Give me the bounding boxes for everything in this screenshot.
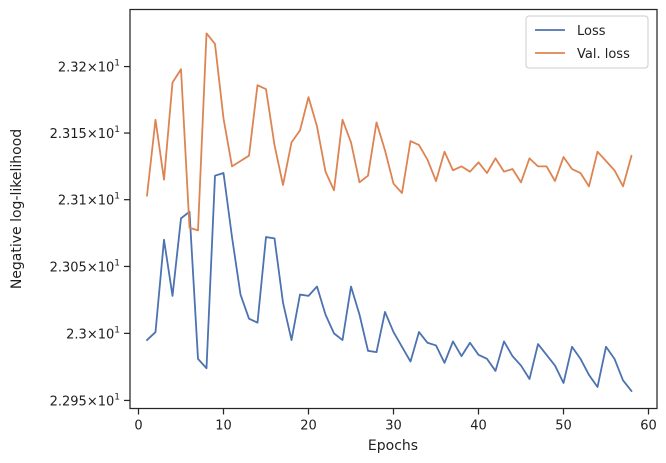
- x-axis-ticks: 0 10 20 30 40 50 60: [134, 408, 657, 434]
- y-tick-exponent: 1: [114, 125, 120, 135]
- axes-frame: [129, 8, 658, 410]
- y-tick-mantissa: 2.305: [50, 260, 87, 275]
- y-tick-label: 2.31×101: [58, 192, 120, 209]
- y-tick-base: 10: [98, 327, 115, 342]
- x-tick-label: 20: [300, 419, 317, 434]
- x-tick-label: 40: [470, 419, 487, 434]
- x-tick-label: 0: [134, 419, 142, 434]
- y-tick-times: ×: [87, 127, 98, 142]
- x-tick-label: 50: [555, 419, 572, 434]
- legend-label-val-loss: Val. loss: [577, 47, 630, 62]
- y-tick-exponent: 1: [114, 192, 120, 202]
- series-layer: [146, 32, 633, 392]
- y-tick-times: ×: [87, 61, 98, 76]
- plot-area: 0 10 20 30 40 50 60 2.295×1012.3×1012.305×1012…: [50, 8, 658, 434]
- y-tick-mantissa: 2.32: [58, 61, 87, 76]
- series-line-val-loss: [146, 32, 633, 232]
- y-tick-base: 10: [98, 260, 115, 275]
- x-axis-label: Epochs: [368, 438, 418, 454]
- y-tick-base: 10: [98, 61, 115, 76]
- x-tick-label: 60: [640, 419, 657, 434]
- x-tick-label: 30: [385, 419, 402, 434]
- legend-box: [525, 15, 649, 69]
- y-tick-label: 2.315×101: [50, 125, 120, 142]
- y-tick-label: 2.305×101: [50, 258, 120, 275]
- y-tick-exponent: 1: [114, 258, 120, 268]
- y-tick-label: 2.3×101: [66, 325, 120, 342]
- series-line-loss: [146, 172, 633, 392]
- y-tick-mantissa: 2.295: [50, 394, 87, 409]
- y-tick-mantissa: 2.3: [66, 327, 87, 342]
- y-tick-base: 10: [98, 394, 115, 409]
- y-tick-base: 10: [98, 127, 115, 142]
- y-tick-exponent: 1: [114, 325, 120, 335]
- y-tick-mantissa: 2.31: [58, 194, 87, 209]
- y-tick-label: 2.295×101: [50, 392, 120, 409]
- y-tick-times: ×: [87, 194, 98, 209]
- y-tick-mantissa: 2.315: [50, 127, 87, 142]
- y-axis-label: Negative log-likelihood: [9, 129, 25, 289]
- y-tick-times: ×: [87, 327, 98, 342]
- y-axis-ticks: 2.295×1012.3×1012.305×1012.31×1012.315×1…: [50, 59, 130, 409]
- y-tick-times: ×: [87, 260, 98, 275]
- y-tick-label: 2.32×101: [58, 59, 120, 76]
- y-tick-exponent: 1: [114, 59, 120, 69]
- legend-label-loss: Loss: [577, 24, 606, 39]
- y-tick-exponent: 1: [114, 392, 120, 402]
- x-tick-label: 10: [215, 419, 232, 434]
- y-tick-times: ×: [87, 394, 98, 409]
- y-tick-base: 10: [98, 194, 115, 209]
- legend: Loss Val. loss: [525, 15, 649, 69]
